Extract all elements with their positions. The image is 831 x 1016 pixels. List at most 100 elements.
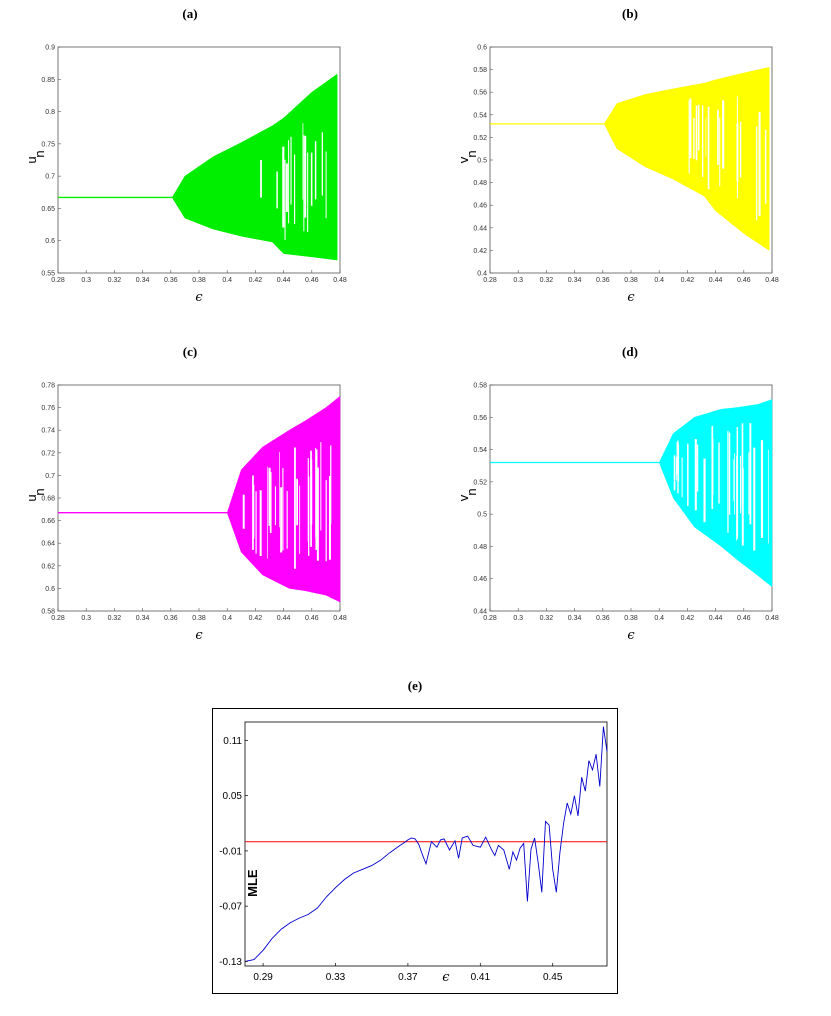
periodic-windows (688, 96, 767, 221)
x-tick-label: 0.32 (108, 615, 122, 622)
panel-b: (b) 0.28 0.3 0.32 0.34 0.36 0.38 0.4 0.42 0.44 0.… (452, 0, 792, 310)
y-tick-label: 0.54 (473, 112, 487, 119)
x-tick-label: 0.3 (81, 277, 91, 284)
x-tick-label: 0.4 (222, 615, 232, 622)
y-tick-label: 0.52 (473, 135, 487, 142)
x-tick-label: 0.38 (192, 277, 206, 284)
panel-c-label: (c) (182, 344, 198, 359)
y-tick-label: 0.44 (473, 225, 487, 232)
y-tick-label: -0.07 (219, 902, 242, 913)
x-tick-label: 0.45 (543, 972, 563, 983)
x-tick-label: 0.48 (333, 277, 347, 284)
x-tick-label: 0.36 (596, 277, 610, 284)
y-tick-label: 0.85 (41, 77, 55, 84)
y-axis-label-subscript: n (32, 488, 47, 495)
x-tick-label: 0.3 (513, 615, 523, 622)
x-tick-label: 0.48 (333, 615, 347, 622)
x-axis-label: ϵ (627, 628, 635, 643)
panel-a-chart: 0.28 0.3 0.32 0.34 0.36 0.38 0.4 0.42 0.44 0.46 0.… (24, 45, 347, 306)
x-tick-label: 0.3 (81, 615, 91, 622)
plot-frame (244, 721, 608, 967)
x-tick-label: 0.28 (51, 615, 65, 622)
y-tick-label: 0.8 (45, 109, 55, 116)
x-tick-label: 0.48 (765, 277, 779, 284)
x-tick-label: 0.28 (51, 277, 65, 284)
x-tick-label: 0.44 (277, 615, 291, 622)
y-tick-label: 0.72 (41, 450, 55, 457)
y-tick-label: 0.5 (477, 158, 487, 165)
panel-d-label: (d) (622, 344, 638, 359)
y-tick-label: 0.55 (41, 271, 55, 278)
x-tick-label: 0.34 (568, 615, 582, 622)
x-tick-label: 0.3 (513, 277, 523, 284)
x-tick-label: 0.41 (471, 972, 491, 983)
x-tick-label: 0.34 (568, 277, 582, 284)
x-tick-label: 0.44 (709, 277, 723, 284)
x-axis-label: ϵ (627, 290, 635, 305)
y-tick-label: 0.78 (41, 383, 55, 390)
y-tick-label: 0.6 (45, 238, 55, 245)
x-tick-label: 0.46 (305, 615, 319, 622)
bifurcation-region (226, 395, 341, 603)
x-tick-label: 0.4 (222, 277, 232, 284)
y-tick-label: -0.01 (219, 846, 242, 857)
y-tick-label: 0.56 (473, 90, 487, 97)
x-tick-label: 0.32 (108, 277, 122, 284)
y-tick-label: 0.58 (41, 609, 55, 616)
x-tick-label: 0.42 (681, 615, 695, 622)
x-tick-label: 0.38 (624, 277, 638, 284)
x-tick-label: 0.32 (540, 277, 554, 284)
y-tick-label: 0.11 (223, 736, 242, 747)
y-tick-label: 0.65 (41, 206, 55, 213)
x-axis-label: ϵ (442, 970, 450, 985)
y-tick-label: 0.52 (473, 479, 487, 486)
x-tick-label: 0.28 (483, 615, 497, 622)
bifurcation-region (171, 73, 338, 261)
panel-d: (d) 0.28 0.3 0.32 0.34 0.36 0.38 0.4 0.42 0.44 0.… (452, 338, 792, 648)
y-tick-label: 0.6 (477, 45, 487, 52)
x-tick-label: 0.33 (326, 972, 346, 983)
bifurcation-region (603, 67, 770, 251)
x-tick-label: 0.34 (136, 615, 150, 622)
y-tick-label: 0.46 (473, 576, 487, 583)
y-tick-label: 0.68 (41, 496, 55, 503)
x-tick-label: 0.42 (249, 277, 263, 284)
x-tick-label: 0.38 (624, 615, 638, 622)
y-axis-label: u (24, 156, 39, 163)
y-tick-label: 0.62 (41, 563, 55, 570)
x-tick-label: 0.4 (654, 277, 664, 284)
panel-e-label: (e) (407, 678, 423, 693)
x-axis-label: ϵ (195, 628, 203, 643)
y-tick-label: 0.42 (473, 248, 487, 255)
y-axis-label: u (24, 494, 39, 501)
periodic-windows (260, 123, 327, 240)
periodic-windows (673, 423, 769, 551)
panel-b-label: (b) (622, 6, 638, 21)
y-tick-label: 0.56 (473, 415, 487, 422)
y-tick-label: 0.76 (41, 405, 55, 412)
x-tick-label: 0.36 (164, 277, 178, 284)
x-tick-label: 0.42 (249, 615, 263, 622)
x-tick-label: 0.28 (483, 277, 497, 284)
y-tick-label: 0.74 (41, 428, 55, 435)
x-tick-label: 0.46 (737, 277, 751, 284)
panel-a: (a) 0.28 0.3 0.32 0.34 0.36 0.38 0.4 0.42 0.44 0.… (20, 0, 360, 310)
y-tick-label: 0.66 (41, 518, 55, 525)
panel-b-chart: 0.28 0.3 0.32 0.34 0.36 0.38 0.4 0.42 0.44 0.46 0.… (456, 45, 779, 306)
x-tick-label: 0.32 (540, 615, 554, 622)
y-tick-label: 0.44 (473, 609, 487, 616)
x-axis-label: ϵ (195, 290, 203, 305)
x-tick-label: 0.37 (398, 972, 418, 983)
x-tick-label: 0.4 (654, 615, 664, 622)
x-tick-label: 0.44 (709, 615, 723, 622)
panel-c: (c) 0.28 0.3 0.32 0.34 0.36 0.38 0.4 0.42 0.44 0.… (20, 338, 360, 648)
y-tick-label: 0.46 (473, 203, 487, 210)
y-tick-label: 0.48 (473, 544, 487, 551)
x-tick-label: 0.38 (192, 615, 206, 622)
panel-e: 0.29 0.33 0.37 0.41 0.45 0.11 0.05 -0.01 -0.07 -0… (212, 708, 618, 994)
x-tick-label: 0.36 (164, 615, 178, 622)
x-tick-label: 0.36 (596, 615, 610, 622)
x-tick-label: 0.46 (305, 277, 319, 284)
y-tick-label: 0.58 (473, 67, 487, 74)
y-tick-label: 0.6 (45, 586, 55, 593)
